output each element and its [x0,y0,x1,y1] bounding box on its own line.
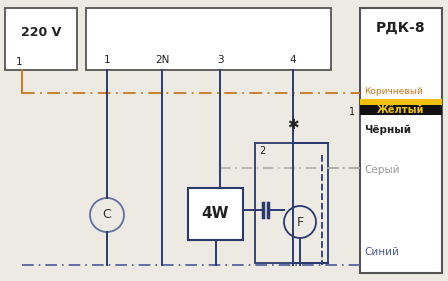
Text: 1: 1 [103,55,110,65]
Bar [5,8,77,70]
Bar [86,8,331,70]
Text: Синий: Синий [364,247,399,257]
Bar [255,143,328,263]
Text: 1: 1 [16,57,22,67]
Bar [188,188,243,240]
Text: 2N: 2N [155,55,169,65]
Bar [360,105,442,115]
Text: 3: 3 [217,55,223,65]
Text: ✱: ✱ [287,118,299,132]
Text: Жёлтый: Жёлтый [377,105,425,115]
Text: 2: 2 [259,146,265,156]
Text: Коричневый: Коричневый [364,87,423,96]
Text: РДК-8: РДК-8 [376,21,426,35]
Text: Чёрный: Чёрный [364,125,411,135]
Text: 1: 1 [349,107,355,117]
Bar [360,8,442,273]
Bar [360,99,442,105]
Text: Серый: Серый [364,165,400,175]
Text: 4: 4 [290,55,296,65]
Text: F: F [297,216,304,228]
Text: C: C [103,209,112,221]
Text: 4W: 4W [202,207,229,221]
Text: 220 V: 220 V [21,26,61,40]
